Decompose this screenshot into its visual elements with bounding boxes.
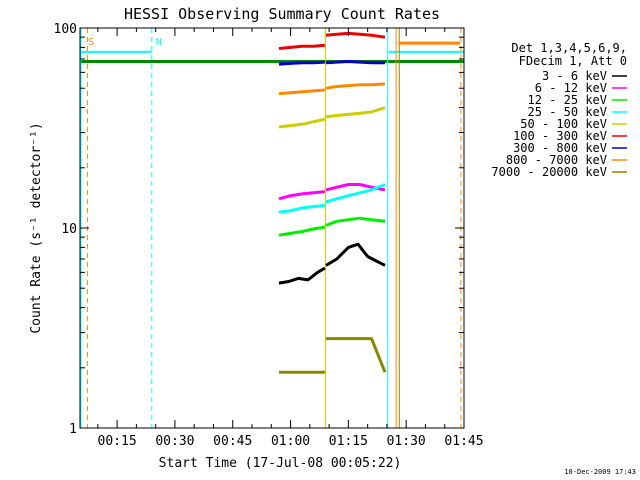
legend-label: 300 - 800 keV bbox=[513, 141, 607, 155]
legend-label: 12 - 25 keV bbox=[528, 93, 607, 107]
y-axis-label: Count Rate (s⁻¹ detector⁻¹) bbox=[29, 122, 44, 333]
y-tick-label: 100 bbox=[54, 22, 77, 37]
x-tick-label: 01:45 bbox=[444, 434, 483, 449]
legend-label: 50 - 100 keV bbox=[520, 117, 607, 131]
legend-header: Det 1,3,4,5,6,9, bbox=[511, 41, 627, 55]
x-tick-label: 01:30 bbox=[387, 434, 426, 449]
x-tick-label: 00:45 bbox=[213, 434, 252, 449]
series-line bbox=[278, 117, 326, 129]
x-axis-label: Start Time (17-Jul-08 00:05:22) bbox=[159, 456, 402, 471]
series-line bbox=[278, 203, 326, 214]
series-line bbox=[325, 242, 386, 267]
axes-frame bbox=[79, 27, 465, 429]
legend-label: 7000 - 20000 keV bbox=[491, 165, 607, 179]
series-line bbox=[278, 88, 326, 96]
series-line bbox=[325, 183, 386, 204]
series-line bbox=[326, 337, 387, 373]
legend-label: 800 - 7000 keV bbox=[506, 153, 607, 167]
footer-date: 10-Dec-2009 17:43 bbox=[564, 468, 636, 476]
series-line bbox=[325, 60, 385, 65]
series-line bbox=[278, 60, 325, 66]
marker-annotation: S bbox=[88, 37, 94, 48]
legend-label: 25 - 50 keV bbox=[528, 105, 607, 119]
legend-label: 6 - 12 keV bbox=[535, 81, 607, 95]
series-line bbox=[278, 225, 326, 237]
legend-label: 100 - 300 keV bbox=[513, 129, 607, 143]
chart-title: HESSI Observing Summary Count Rates bbox=[124, 5, 440, 23]
series-line bbox=[325, 82, 386, 90]
series-line bbox=[325, 31, 386, 39]
legend-header: FDecim 1, Att 0 bbox=[519, 54, 627, 68]
axis-ticks: 00:15 00:30 00:45 01:00 01:15 01:30 01:45 1 10 10… bbox=[54, 22, 484, 449]
x-tick-label: 01:00 bbox=[271, 434, 310, 449]
y-tick-label: 10 bbox=[61, 222, 77, 237]
series-line bbox=[325, 216, 386, 227]
legend-label: 3 - 6 keV bbox=[542, 69, 607, 83]
series-line bbox=[278, 190, 326, 201]
x-tick-label: 01:15 bbox=[329, 434, 368, 449]
series-line bbox=[325, 106, 386, 119]
x-tick-label: 00:30 bbox=[155, 434, 194, 449]
marker-annotation: N bbox=[156, 37, 162, 48]
legend: Det 1,3,4,5,6,9,FDecim 1, Att 03 - 6 keV… bbox=[491, 41, 627, 179]
series-line bbox=[278, 43, 326, 50]
series-line bbox=[278, 266, 326, 285]
x-tick-label: 00:15 bbox=[98, 434, 137, 449]
y-tick-label: 1 bbox=[69, 422, 77, 437]
